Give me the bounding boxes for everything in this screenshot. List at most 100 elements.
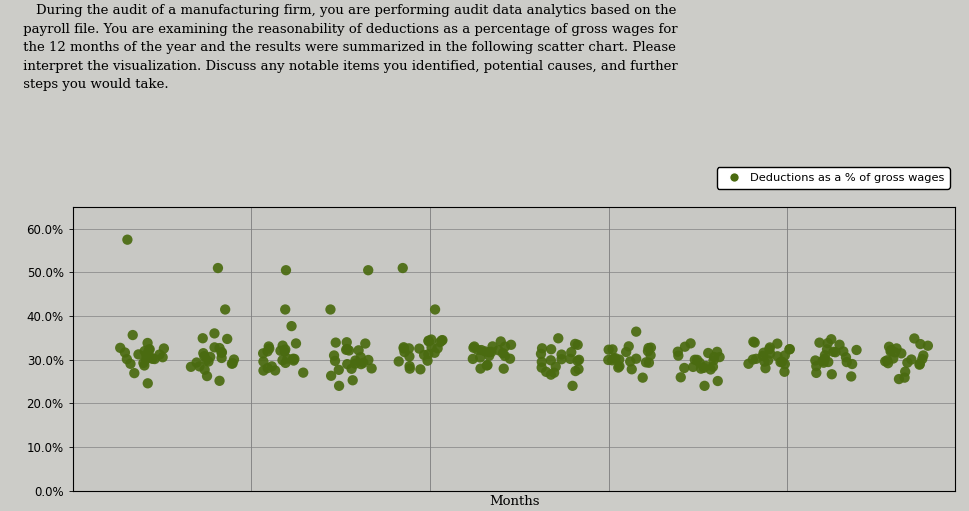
Point: [642, 351, 658, 359]
Point: [911, 361, 926, 369]
Point: [429, 344, 445, 353]
Point: [898, 359, 914, 367]
Point: [125, 331, 141, 339]
Point: [495, 364, 511, 373]
Point: [808, 362, 824, 370]
Point: [323, 306, 338, 314]
Point: [776, 360, 792, 368]
Point: [288, 339, 303, 347]
Point: [394, 264, 410, 272]
Point: [543, 370, 558, 379]
Point: [600, 356, 615, 364]
Point: [278, 266, 294, 274]
Point: [465, 343, 481, 352]
Point: [117, 349, 133, 357]
Point: [760, 356, 775, 364]
Point: [709, 377, 725, 385]
Point: [144, 354, 160, 362]
Point: [896, 367, 912, 376]
Point: [620, 342, 636, 351]
Point: [696, 382, 711, 390]
Point: [411, 344, 426, 353]
Point: [338, 338, 354, 346]
Point: [670, 347, 685, 356]
Point: [343, 365, 359, 373]
Point: [538, 368, 553, 376]
Point: [762, 350, 777, 358]
Point: [139, 351, 154, 359]
Point: [704, 363, 720, 371]
Point: [195, 334, 210, 342]
Point: [543, 356, 558, 364]
Point: [401, 353, 417, 361]
Point: [877, 357, 892, 365]
Point: [260, 347, 275, 356]
Point: [284, 322, 299, 330]
Point: [815, 359, 830, 367]
Point: [261, 342, 276, 351]
Point: [256, 366, 271, 375]
Point: [497, 352, 513, 360]
Point: [623, 365, 639, 374]
Point: [206, 329, 222, 337]
Point: [472, 354, 487, 362]
Point: [533, 363, 548, 371]
Point: [401, 364, 417, 373]
Point: [272, 346, 288, 355]
Point: [363, 364, 379, 373]
Point: [903, 356, 919, 364]
Point: [183, 363, 199, 371]
Point: [139, 355, 154, 363]
Point: [360, 356, 376, 364]
Point: [820, 358, 835, 366]
Point: [326, 352, 341, 360]
Point: [155, 353, 171, 361]
Point: [219, 335, 234, 343]
Point: [323, 371, 338, 380]
Point: [824, 370, 839, 378]
Point: [136, 359, 151, 367]
Point: [356, 359, 371, 367]
Point: [604, 345, 619, 354]
Point: [915, 352, 930, 360]
Point: [140, 379, 155, 387]
Point: [811, 339, 827, 347]
Point: [481, 352, 496, 360]
Point: [740, 360, 756, 368]
Point: [260, 364, 275, 372]
Legend: Deductions as a % of gross wages: Deductions as a % of gross wages: [716, 167, 949, 189]
X-axis label: Months: Months: [488, 495, 539, 508]
Point: [211, 377, 227, 385]
Point: [768, 339, 784, 347]
Point: [126, 369, 141, 377]
Point: [882, 347, 897, 356]
Point: [705, 356, 721, 364]
Point: [490, 346, 506, 354]
Point: [137, 347, 152, 355]
Point: [197, 352, 212, 360]
Point: [604, 356, 619, 364]
Point: [705, 353, 721, 361]
Point: [412, 365, 427, 374]
Point: [210, 264, 226, 272]
Point: [641, 344, 656, 352]
Point: [781, 345, 797, 353]
Point: [141, 346, 157, 354]
Point: [156, 344, 172, 353]
Point: [347, 360, 362, 368]
Point: [698, 362, 713, 370]
Point: [469, 345, 484, 354]
Point: [670, 352, 685, 360]
Point: [781, 345, 797, 354]
Point: [327, 357, 342, 365]
Point: [296, 368, 311, 377]
Point: [502, 355, 517, 363]
Point: [255, 349, 270, 357]
Point: [879, 356, 894, 364]
Point: [338, 346, 354, 354]
Point: [226, 356, 241, 364]
Point: [543, 345, 558, 353]
Point: [888, 344, 903, 353]
Point: [546, 368, 561, 377]
Point: [466, 342, 482, 351]
